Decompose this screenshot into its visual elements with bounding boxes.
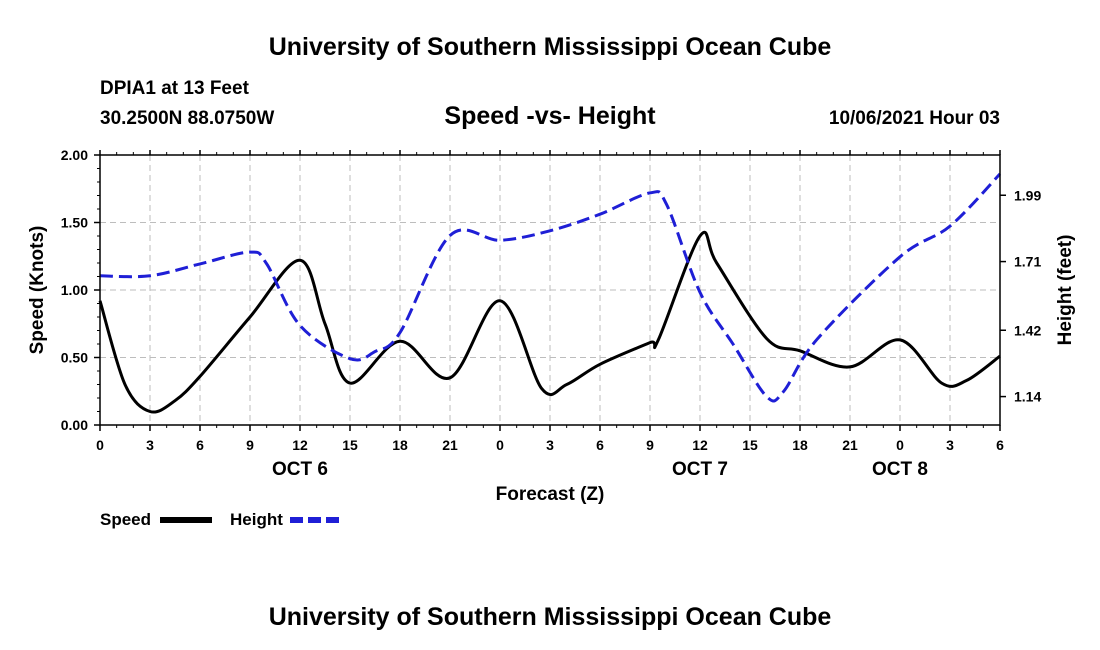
x-axis-label: Forecast (Z) [496,484,605,505]
x-tick-label: 0 [496,437,504,453]
x-tick-label: 0 [896,437,904,453]
station-label: DPIA1 at 13 Feet [100,78,250,99]
x-tick-label: 12 [292,437,308,453]
x-tick-label: 9 [246,437,254,453]
station-coordinates: 30.2500N 88.0750W [100,108,274,129]
x-tick-label: 9 [646,437,654,453]
x-tick-label: 3 [146,437,154,453]
x-tick-label: 6 [196,437,204,453]
axes: 0 3 6 9 12 15 18 21 0 3 6 9 12 15 18 21 0 3 6 OCT 6 OCT 7 OCT… [61,147,1042,480]
footer-title: University of Southern Mississippi Ocean… [269,603,832,631]
y2-axis-label: Height (feet) [1055,235,1076,346]
grid-lines [100,155,1000,425]
page-title: University of Southern Mississippi Ocean… [269,33,832,61]
x-tick-label: 15 [342,437,358,453]
y-tick-label: 2.00 [61,147,88,163]
x-date-label: OCT 8 [872,459,928,480]
y-tick-label: 0.50 [61,350,88,366]
height-series-line [99,172,1002,403]
x-tick-label: 0 [96,437,104,453]
x-tick-label: 12 [692,437,708,453]
y2-tick-label: 1.99 [1014,187,1041,203]
y-axis-label: Speed (Knots) [27,226,48,355]
y2-tick-label: 1.42 [1014,322,1041,338]
speed-series-line [98,230,1001,414]
data-series [98,172,1002,414]
y-tick-label: 1.00 [61,282,88,298]
x-tick-label: 18 [392,437,408,453]
forecast-datetime: 10/06/2021 Hour 03 [829,108,1000,129]
legend-speed-label: Speed [100,510,151,529]
y-tick-label: 0.00 [61,417,88,433]
x-tick-label: 18 [792,437,808,453]
x-tick-label: 6 [596,437,604,453]
x-date-label: OCT 7 [672,459,728,480]
x-tick-label: 21 [442,437,458,453]
x-tick-label: 3 [946,437,954,453]
x-tick-label: 21 [842,437,858,453]
y2-tick-label: 1.71 [1014,254,1041,270]
y2-tick-label: 1.14 [1014,389,1041,405]
x-tick-label: 6 [996,437,1004,453]
x-tick-label: 3 [546,437,554,453]
legend-height-label: Height [230,510,283,529]
y-tick-label: 1.50 [61,215,88,231]
chart-title: Speed -vs- Height [444,102,656,130]
x-tick-label: 15 [742,437,758,453]
x-date-label: OCT 6 [272,459,328,480]
